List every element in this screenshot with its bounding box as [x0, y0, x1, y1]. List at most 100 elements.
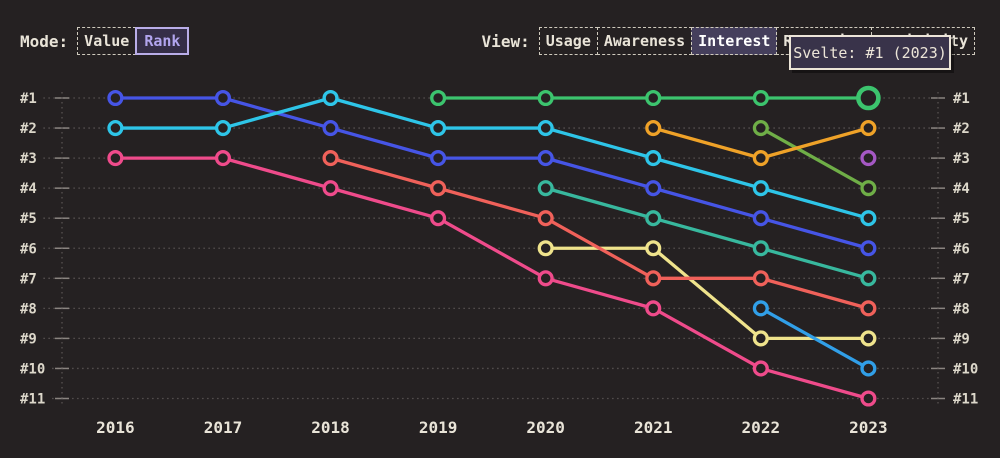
- chart-line-dodger-blue: [759, 306, 871, 371]
- rank-label-right: #7: [953, 271, 970, 287]
- rank-label-right: #10: [953, 361, 978, 377]
- chart-point-dodger-blue-2022[interactable]: [752, 300, 769, 317]
- tooltip-text: Svelte: #1 (2023): [793, 43, 947, 62]
- chart-line-cyan: [113, 96, 871, 220]
- chart-point-teal-2023[interactable]: [860, 270, 877, 287]
- chart-point-cyan-2023[interactable]: [860, 210, 877, 227]
- chart-point-pink-2020[interactable]: [537, 270, 554, 287]
- chart-point-royal-blue-2019[interactable]: [430, 150, 447, 167]
- mode-option-value[interactable]: Value: [77, 27, 137, 55]
- chart-line-olive-green: [759, 126, 871, 190]
- chart-point-salmon-2021[interactable]: [645, 270, 662, 287]
- mode-buttons: Value Rank: [77, 27, 190, 55]
- year-label: 2017: [204, 418, 243, 437]
- chart-point-purple-2023[interactable]: [860, 150, 877, 167]
- view-option-usage[interactable]: Usage: [538, 27, 598, 55]
- chart-point-royal-blue-2022[interactable]: [752, 210, 769, 227]
- chart-point-cyan-2022[interactable]: [752, 180, 769, 197]
- rank-label-left: #3: [20, 151, 37, 167]
- chart-point-cyan-2020[interactable]: [537, 120, 554, 137]
- chart-point-salmon-2020[interactable]: [537, 210, 554, 227]
- year-label: 2019: [419, 418, 458, 437]
- rank-label-left: #2: [20, 121, 37, 137]
- rank-label-right: #11: [953, 392, 978, 408]
- rank-label-right: #5: [953, 211, 970, 227]
- rank-label-right: #3: [953, 151, 970, 167]
- chart-point-olive-green-2023[interactable]: [860, 180, 877, 197]
- chart-point-pink-2023[interactable]: [860, 390, 877, 407]
- chart-point-cyan-2019[interactable]: [430, 120, 447, 137]
- chart-point-teal-2022[interactable]: [752, 240, 769, 257]
- chart-point-royal-blue-2020[interactable]: [537, 150, 554, 167]
- chart-point-amber-2023[interactable]: [860, 120, 877, 137]
- chart-point-teal-2020[interactable]: [537, 180, 554, 197]
- year-label: 2023: [849, 418, 888, 437]
- rank-label-right: #8: [953, 301, 970, 317]
- rank-label-left: #8: [20, 301, 37, 317]
- chart-point-amber-2021[interactable]: [645, 120, 662, 137]
- chart-point-amber-2022[interactable]: [752, 150, 769, 167]
- rank-label-right: #6: [953, 241, 970, 257]
- rank-label-right: #1: [953, 91, 970, 107]
- rank-label-left: #9: [20, 331, 37, 347]
- chart-point-pink-2019[interactable]: [430, 210, 447, 227]
- chart-line-royal-blue: [113, 96, 871, 250]
- chart-point-pink-2016[interactable]: [107, 150, 124, 167]
- view-option-interest[interactable]: Interest: [691, 27, 778, 55]
- chart-point-yellow-2020[interactable]: [537, 240, 554, 257]
- chart-point-cyan-2016[interactable]: [107, 120, 124, 137]
- chart-point-svelte-green-2022[interactable]: [752, 89, 769, 107]
- chart-point-salmon-2019[interactable]: [430, 180, 447, 197]
- rank-label-left: #11: [20, 392, 45, 408]
- chart-point-royal-blue-2017[interactable]: [214, 89, 232, 107]
- chart-point-royal-blue-2021[interactable]: [645, 180, 662, 197]
- chart-point-olive-green-2022[interactable]: [752, 120, 769, 137]
- chart-point-pink-2021[interactable]: [645, 300, 662, 317]
- chart-point-yellow-2021[interactable]: [645, 240, 662, 257]
- chart-point-svelte-green-2019[interactable]: [430, 89, 447, 107]
- rank-label-left: #10: [20, 361, 45, 377]
- chart-line-teal: [544, 186, 871, 280]
- chart-line-salmon: [328, 156, 871, 311]
- year-label: 2021: [634, 418, 673, 437]
- chart-point-pink-2022[interactable]: [752, 360, 769, 377]
- rank-label-left: #6: [20, 241, 37, 257]
- rank-label-left: #1: [20, 91, 37, 107]
- year-label: 2020: [526, 418, 565, 437]
- rank-label-left: #4: [20, 181, 37, 197]
- chart-point-salmon-2022[interactable]: [752, 270, 769, 287]
- chart-line-pink: [113, 156, 871, 401]
- chart-point-svelte-green-2020[interactable]: [537, 89, 554, 107]
- year-label: 2018: [311, 418, 350, 437]
- year-label: 2016: [96, 418, 135, 437]
- chart-point-cyan-2018[interactable]: [322, 89, 339, 107]
- year-label: 2022: [742, 418, 781, 437]
- tooltip: Svelte: #1 (2023): [789, 35, 951, 70]
- chart-point-cyan-2021[interactable]: [645, 150, 662, 167]
- mode-option-rank[interactable]: Rank: [135, 27, 190, 55]
- chart-point-yellow-2023[interactable]: [860, 330, 877, 347]
- chart-point-pink-2018[interactable]: [322, 180, 339, 197]
- chart-point-dodger-blue-2023[interactable]: [860, 360, 877, 377]
- rank-label-left: #5: [20, 211, 37, 227]
- rank-label-right: #2: [953, 121, 970, 137]
- chart-point-svelte-green-2023[interactable]: [856, 85, 881, 111]
- chart-point-royal-blue-2018[interactable]: [322, 120, 339, 137]
- chart-point-cyan-2017[interactable]: [214, 120, 232, 137]
- view-option-awareness[interactable]: Awareness: [596, 27, 693, 55]
- chart-point-teal-2021[interactable]: [645, 210, 662, 227]
- chart-point-royal-blue-2016[interactable]: [107, 89, 124, 107]
- chart-point-salmon-2018[interactable]: [322, 150, 339, 167]
- rank-label-right: #9: [953, 331, 970, 347]
- chart-point-royal-blue-2023[interactable]: [860, 240, 877, 257]
- rank-label-left: #7: [20, 271, 37, 287]
- chart-point-yellow-2022[interactable]: [752, 330, 769, 347]
- chart-point-svelte-green-2021[interactable]: [645, 89, 662, 107]
- chart-point-salmon-2023[interactable]: [860, 300, 877, 317]
- mode-label: Mode:: [20, 31, 69, 51]
- mode-control: Mode: Value Rank: [20, 27, 190, 55]
- rank-label-right: #4: [953, 181, 970, 197]
- chart-point-pink-2017[interactable]: [214, 150, 232, 167]
